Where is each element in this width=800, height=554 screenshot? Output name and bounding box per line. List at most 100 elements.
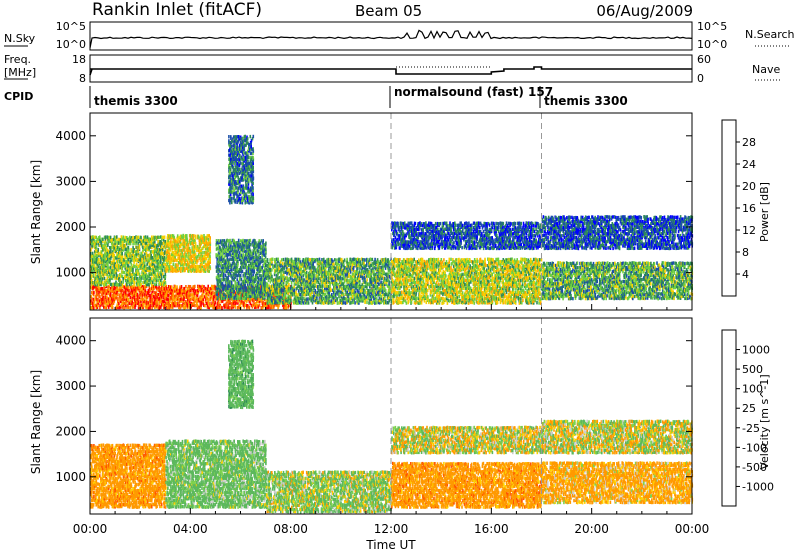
range-gate-cell xyxy=(222,269,224,273)
range-gate-cell xyxy=(160,299,162,303)
range-gate-cell xyxy=(103,305,105,309)
range-gate-cell xyxy=(105,289,107,293)
range-gate-cell xyxy=(269,280,272,284)
range-gate-cell xyxy=(107,243,109,247)
range-gate-cell xyxy=(295,290,297,294)
range-gate-cell xyxy=(218,301,220,305)
range-gate-cell xyxy=(170,287,173,291)
range-gate-cell xyxy=(231,299,234,304)
range-gate-cell xyxy=(194,242,197,246)
range-gate-cell xyxy=(183,295,185,299)
range-gate-cell xyxy=(245,303,247,307)
range-gate-cell xyxy=(180,297,183,301)
range-gate-cell xyxy=(151,306,153,310)
range-gate-cell xyxy=(326,258,328,262)
range-gate-cell xyxy=(228,301,230,305)
range-gate-cell xyxy=(107,299,109,304)
range-gate-cell xyxy=(134,303,137,307)
range-gate-cell xyxy=(119,295,122,299)
range-gate-cell xyxy=(106,299,108,303)
range-gate-cell xyxy=(124,295,126,299)
range-gate-cell xyxy=(177,289,179,293)
range-gate-cell xyxy=(210,289,212,293)
range-gate-cell xyxy=(169,299,171,304)
range-gate-cell xyxy=(170,291,173,295)
range-gate-cell xyxy=(212,293,214,297)
range-gate-cell xyxy=(228,305,231,310)
range-gate-cell xyxy=(94,295,97,299)
range-gate-cell xyxy=(185,285,187,289)
range-gate-cell xyxy=(264,255,267,259)
range-gate-cell xyxy=(149,299,151,303)
range-gate-cell xyxy=(164,297,167,301)
range-gate-cell xyxy=(163,274,165,279)
range-gate-cell xyxy=(178,299,181,303)
range-gate-cell xyxy=(165,284,168,289)
range-gate-cell xyxy=(91,291,93,295)
range-gate-cell xyxy=(149,289,151,293)
range-gate-cell xyxy=(212,295,215,299)
range-gate-cell xyxy=(140,284,143,289)
range-gate-cell xyxy=(178,291,180,295)
range-gate-cell xyxy=(163,266,166,270)
range-gate-cell xyxy=(100,289,102,293)
range-gate-cell xyxy=(147,301,149,305)
range-gate-cell xyxy=(142,297,145,302)
range-gate-cell xyxy=(269,303,271,307)
range-gate-cell xyxy=(261,299,263,304)
range-gate-cell xyxy=(118,297,120,301)
range-gate-cell xyxy=(205,289,207,293)
range-gate-cell xyxy=(114,289,117,293)
range-gate-cell xyxy=(282,305,285,310)
range-gate-cell xyxy=(300,287,303,291)
range-gate-cell xyxy=(133,281,136,285)
range-gate-cell xyxy=(237,294,239,298)
range-gate-cell xyxy=(289,303,291,308)
range-gate-cell xyxy=(134,290,136,295)
range-gate-cell xyxy=(90,258,92,262)
range-gate-cell xyxy=(217,296,219,300)
range-gate-cell xyxy=(119,299,122,304)
range-gate-cell xyxy=(101,291,104,295)
range-gate-cell xyxy=(156,295,159,299)
range-gate-cell xyxy=(123,270,126,275)
range-gate-cell xyxy=(111,285,113,289)
range-gate-cell xyxy=(145,301,148,305)
range-gate-cell xyxy=(162,293,165,297)
range-gate-cell xyxy=(160,305,162,309)
range-gate-cell xyxy=(256,305,258,309)
range-gate-cell xyxy=(201,287,203,291)
range-gate-cell xyxy=(282,261,284,266)
range-gate-cell xyxy=(234,280,236,284)
range-gate-cell xyxy=(200,289,202,293)
range-gate-cell xyxy=(173,289,175,293)
range-gate-cell xyxy=(196,306,199,310)
range-gate-cell xyxy=(216,305,218,309)
range-gate-cell xyxy=(176,287,178,291)
range-gate-cell xyxy=(149,276,151,281)
range-gate-cell xyxy=(232,305,235,309)
range-gate-cell xyxy=(104,305,106,309)
range-gate-cell xyxy=(207,297,210,301)
range-gate-cell xyxy=(196,291,198,295)
range-gate-cell xyxy=(193,295,196,299)
noise-left-tick-bottom: 10^0 xyxy=(56,38,86,51)
range-gate-cell xyxy=(185,289,187,293)
range-gate-cell xyxy=(168,288,170,293)
range-gate-cell xyxy=(258,299,261,303)
range-gate-cell xyxy=(164,285,167,289)
range-gate-cell xyxy=(99,287,101,291)
range-gate-cell xyxy=(162,284,165,289)
range-gate-cell xyxy=(326,295,328,299)
range-gate-cell xyxy=(263,257,265,262)
range-gate-cell xyxy=(151,291,153,295)
range-gate-cell xyxy=(293,282,296,286)
range-gate-cell xyxy=(91,262,93,267)
range-gate-cell xyxy=(265,241,267,245)
range-gate-cell xyxy=(284,301,287,305)
range-gate-cell xyxy=(95,289,97,293)
range-gate-cell xyxy=(199,299,202,303)
range-gate-cell xyxy=(103,276,106,281)
range-gate-cell xyxy=(111,289,114,293)
range-gate-cell xyxy=(198,284,201,289)
